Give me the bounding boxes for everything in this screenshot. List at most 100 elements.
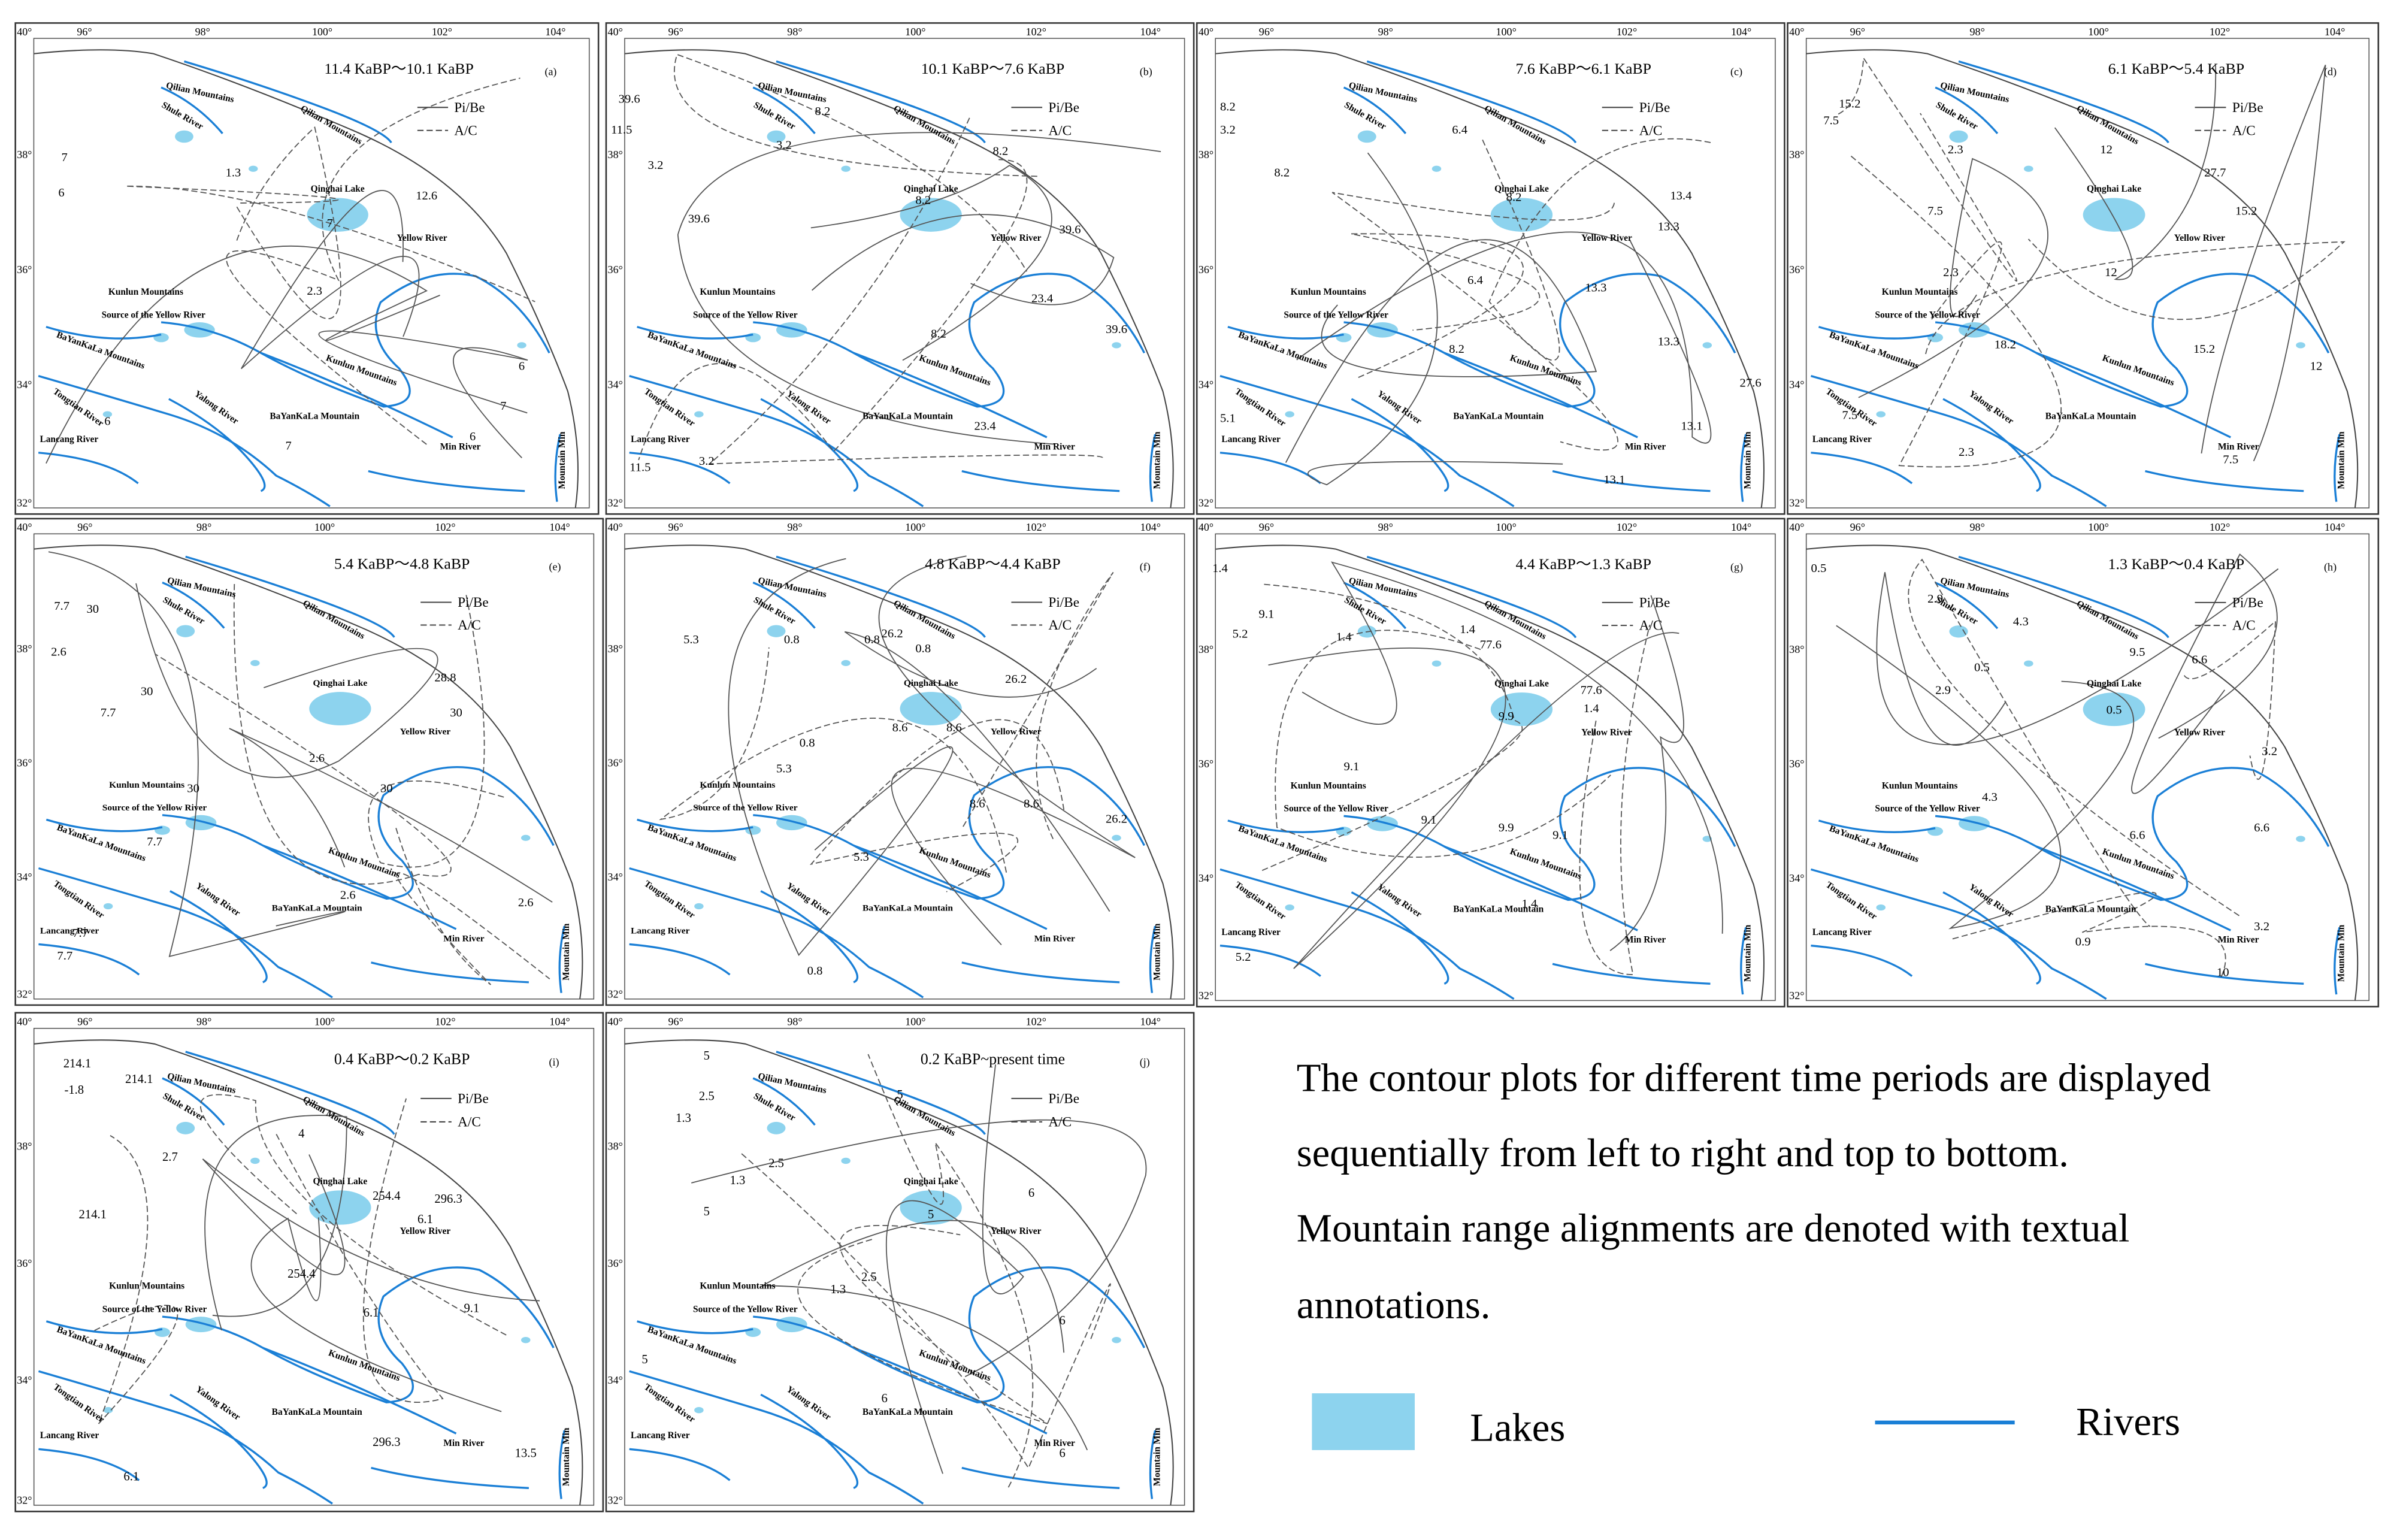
lon-tick-label: 100°	[2088, 26, 2109, 38]
place-label: Yellow River	[2174, 728, 2225, 738]
lake	[1490, 198, 1553, 232]
contour-a-c	[1850, 155, 2062, 468]
province-border	[624, 1039, 1174, 1506]
place-label: Min River	[1034, 933, 1076, 943]
legend-label: Pi/Be	[1048, 100, 1079, 116]
river	[185, 555, 395, 638]
lake	[2296, 342, 2305, 349]
place-label: Lancang River	[1812, 927, 1872, 937]
river	[2036, 352, 2231, 438]
river	[262, 1347, 457, 1435]
place-label: BaYanKaLa Mountain	[1453, 411, 1544, 421]
lake	[520, 834, 531, 841]
panel-frame	[1196, 518, 1785, 1007]
contour-a-c	[1351, 233, 1541, 379]
lat-tick-label: 36°	[1199, 264, 1213, 276]
map-frame	[624, 1028, 1185, 1506]
lat-tick-label: 38°	[1789, 149, 1804, 161]
lake	[1112, 342, 1121, 349]
contour-pi-be	[728, 558, 954, 957]
lon-tick-label: 98°	[196, 521, 211, 533]
contour-label: 4	[298, 1127, 305, 1140]
contour-label: 2.6	[51, 645, 66, 658]
contour-label: 6.6	[2130, 829, 2145, 842]
river	[1958, 555, 2169, 639]
river	[2334, 434, 2341, 502]
contour-label: 7.7	[72, 927, 88, 940]
lat-tick-label: 40°	[608, 1016, 623, 1028]
place-label: Lancang River	[40, 434, 98, 444]
river	[162, 581, 225, 629]
contour-label: 5	[641, 1353, 647, 1366]
province-border	[1806, 544, 2359, 1001]
lake	[520, 1336, 531, 1344]
river	[1219, 452, 1321, 485]
place-label: Yellow River	[991, 233, 1042, 243]
place-label: Lancang River	[631, 1430, 690, 1441]
contour-pi-be	[1609, 595, 1684, 951]
panel-frame	[1787, 22, 2380, 515]
contour-pi-be	[1285, 239, 1597, 463]
lake	[185, 1317, 217, 1333]
lake	[103, 903, 113, 910]
contour-label: 9.1	[464, 1302, 479, 1315]
map-frame	[33, 1028, 595, 1506]
contour-label: 18.2	[1995, 338, 2016, 352]
place-label: Source of the Yellow River	[693, 310, 798, 320]
river	[38, 1370, 333, 1505]
contour-label: 7.5	[1927, 205, 1943, 218]
lat-tick-label: 36°	[608, 757, 623, 769]
lake	[1927, 827, 1944, 836]
contour-a-c	[1838, 56, 2017, 282]
lake	[900, 1190, 962, 1225]
panel-frame	[1787, 518, 2380, 1007]
contour-label: 6.4	[1467, 274, 1483, 287]
lake	[1432, 165, 1442, 172]
lake	[745, 332, 761, 343]
lon-tick-label: 102°	[2210, 26, 2231, 38]
panel-frame	[605, 518, 1195, 1006]
contour-label: 13.4	[1670, 189, 1691, 202]
river	[776, 60, 986, 144]
lake	[1949, 130, 1968, 143]
place-label: Kunlun Mountains	[1291, 781, 1366, 791]
contour-label: 77.6	[1480, 638, 1502, 651]
contour-a-c	[155, 583, 452, 885]
lake	[776, 815, 807, 831]
legend-label: Pi/Be	[2232, 100, 2263, 116]
contour-pi-be	[812, 214, 1115, 305]
lon-tick-label: 100°	[314, 521, 335, 533]
lat-tick-label: 32°	[1199, 990, 1213, 1002]
map-panel: 96° 98° 100° 102° 104°40°38°36°34°32°Qilian …	[605, 518, 1195, 1006]
river	[1811, 375, 2107, 507]
lake	[767, 625, 786, 637]
panel-title: 11.4 KaBP～10.1 KaBP	[324, 60, 473, 77]
lake	[1367, 322, 1398, 338]
contour-label: 2.9	[1935, 684, 1951, 697]
contour-a-c	[94, 1135, 178, 1424]
contour-label: 6	[1028, 1187, 1034, 1200]
contour-pi-be	[1296, 231, 1712, 444]
river	[753, 1266, 1145, 1403]
place-label: Source of the Yellow River	[102, 1304, 207, 1314]
lat-tick-label: 40°	[17, 26, 32, 38]
contour-label: 0.8	[800, 737, 815, 750]
lake	[1432, 660, 1442, 667]
panel-frame	[14, 518, 604, 1006]
panel-title: 7.6 KaBP～6.1 KaBP	[1515, 60, 1651, 77]
contour-label: 13.5	[515, 1447, 537, 1460]
lon-tick-label: 104°	[2325, 26, 2346, 38]
place-label: Yellow River	[400, 727, 451, 737]
river	[776, 555, 986, 638]
river	[629, 1448, 731, 1481]
lake	[155, 1327, 170, 1337]
contour-pi-be	[1302, 561, 1723, 934]
legend-label: A/C	[1048, 1115, 1072, 1130]
contour-label: 10	[2217, 966, 2229, 979]
map-panel: 96° 98° 100° 102° 104°40°38°36°34°32°Qilian …	[1196, 22, 1785, 515]
river	[558, 925, 565, 993]
panel-label: (i)	[549, 1056, 559, 1069]
contour-a-c	[200, 1094, 507, 1336]
place-label: Yellow River	[397, 233, 447, 243]
place-label: Qinghai Lake	[904, 1176, 958, 1187]
